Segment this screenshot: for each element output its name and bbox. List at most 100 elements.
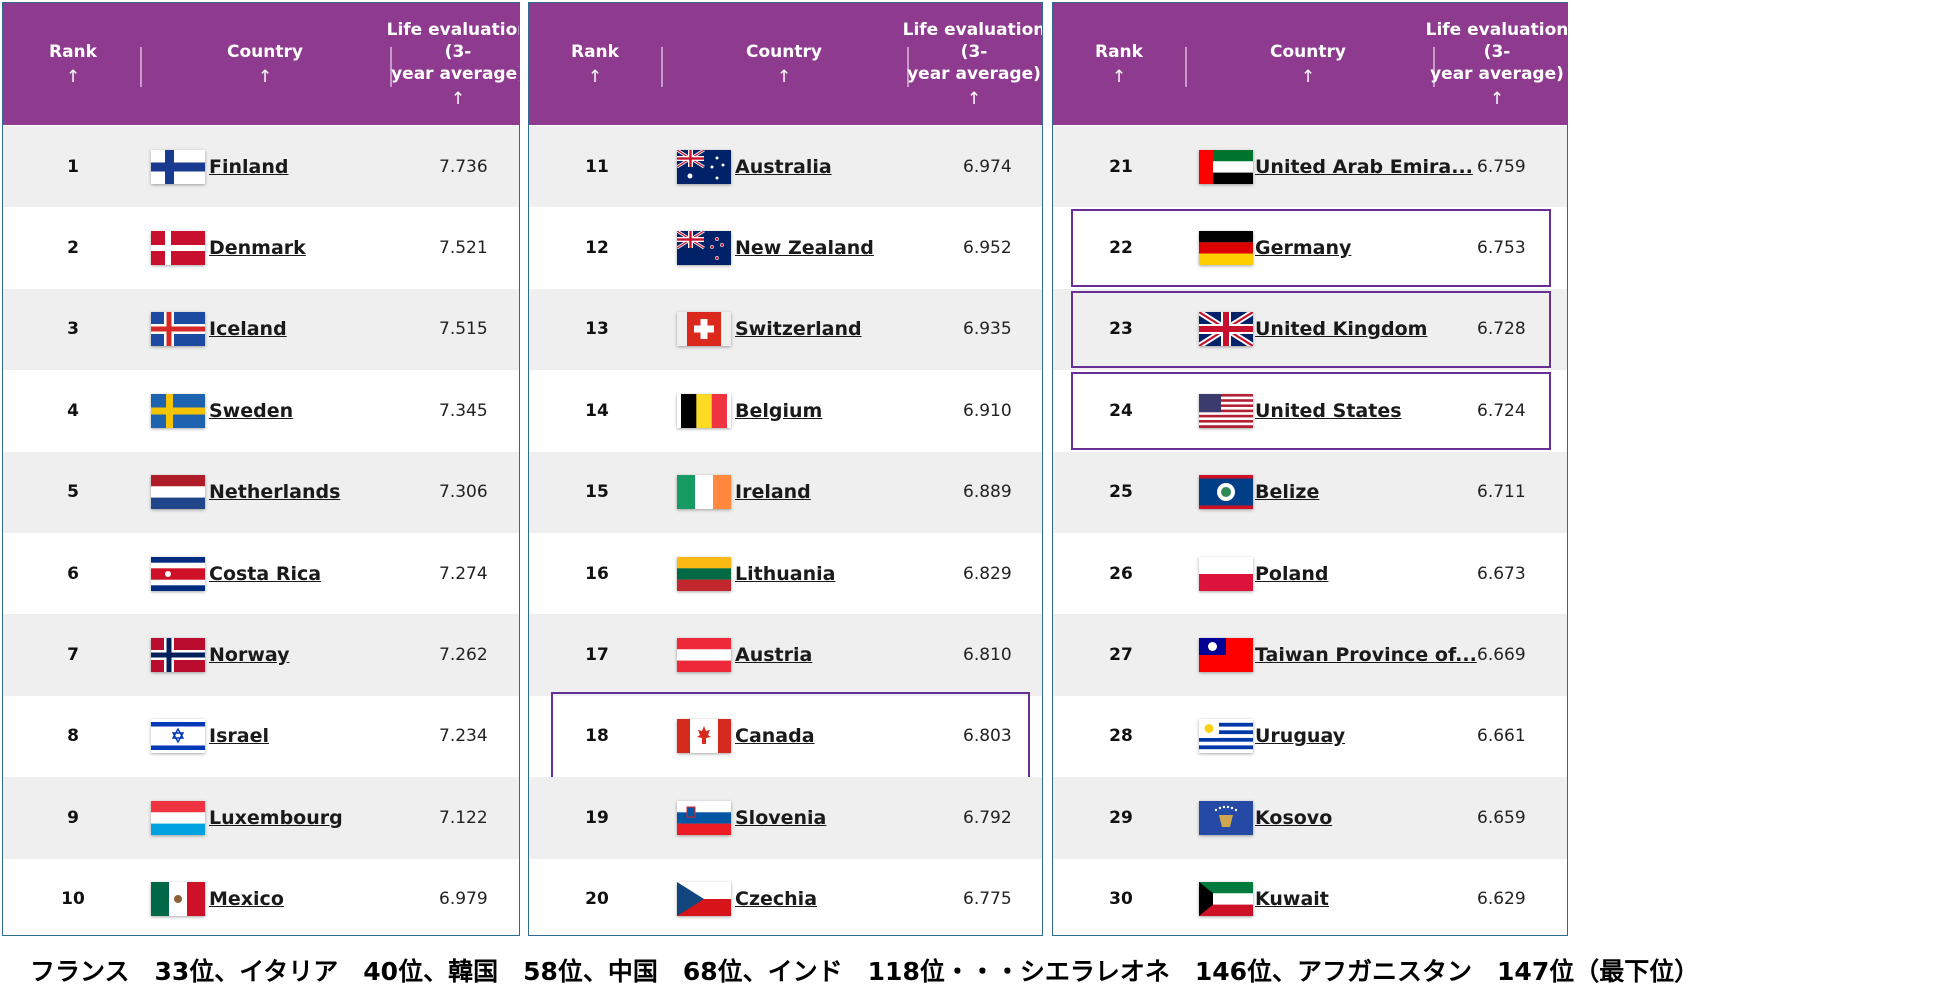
life-evaluation-score: 6.759 — [1477, 156, 1526, 177]
rank-column-header[interactable]: Rank ↑ — [23, 3, 123, 125]
table-row: 24 United States 6.724 — [1053, 370, 1567, 451]
country-link[interactable]: Switzerland — [735, 318, 862, 341]
life-evaluation-score: 6.711 — [1477, 482, 1526, 503]
life-evaluation-score: 7.521 — [439, 238, 488, 259]
rank-cell: 5 — [67, 482, 79, 503]
country-link[interactable]: Czechia — [735, 888, 818, 911]
rank-header-label: Rank — [1095, 42, 1143, 62]
country-link[interactable]: Germany — [1255, 237, 1352, 260]
life-header-line1: Life evaluation (3- — [386, 20, 520, 62]
sort-arrow-icon: ↑ — [450, 89, 466, 109]
life-evaluation-column-header[interactable]: Life evaluation (3- year average) ↑ — [1422, 3, 1567, 125]
table-row: 5 Netherlands 7.306 — [3, 451, 519, 533]
country-link[interactable]: United Kingdom — [1255, 318, 1428, 341]
life-evaluation-column-header[interactable]: Life evaluation (3- year average) ↑ — [383, 3, 520, 125]
rank-cell: 30 — [1109, 889, 1133, 910]
norway-flag-icon — [151, 638, 205, 673]
country-link[interactable]: Poland — [1255, 562, 1329, 585]
life-evaluation-score: 7.736 — [439, 156, 488, 177]
country-link[interactable]: Finland — [209, 155, 289, 178]
life-evaluation-score: 7.274 — [439, 563, 488, 584]
country-link[interactable]: Costa Rica — [209, 562, 322, 585]
table-row: 23 United Kingdom 6.728 — [1053, 288, 1567, 371]
country-link[interactable]: Kosovo — [1255, 806, 1333, 829]
poland-flag-icon — [1199, 556, 1253, 591]
country-link[interactable]: Denmark — [209, 237, 306, 260]
table-row: 27 Taiwan Province of... 6.669 — [1053, 614, 1567, 696]
czechia-flag-icon — [677, 882, 731, 917]
country-column-header[interactable]: Country ↑ — [1228, 3, 1388, 125]
sort-arrow-icon: ↑ — [1489, 89, 1505, 109]
country-column-header[interactable]: Country ↑ — [185, 3, 345, 125]
rank-column-header[interactable]: Rank ↑ — [545, 3, 645, 125]
kuwait-flag-icon — [1199, 882, 1253, 917]
table-row: 3 Iceland 7.515 — [3, 288, 519, 371]
life-evaluation-score: 6.952 — [963, 238, 1012, 259]
life-evaluation-column-header[interactable]: Life evaluation (3- year average) ↑ — [899, 3, 1043, 125]
country-link[interactable]: Sweden — [209, 399, 294, 422]
country-link[interactable]: United Arab Emira... — [1255, 155, 1473, 178]
rank-cell: 19 — [585, 807, 609, 828]
country-link[interactable]: Taiwan Province of... — [1255, 644, 1477, 667]
country-header-label: Country — [1270, 42, 1346, 62]
country-link[interactable]: Belgium — [735, 399, 823, 422]
rank-column-header[interactable]: Rank ↑ — [1069, 3, 1169, 125]
denmark-flag-icon — [151, 231, 205, 266]
country-link[interactable]: Austria — [735, 644, 813, 667]
united-kingdom-flag-icon — [1197, 309, 1255, 350]
country-link[interactable]: Canada — [735, 725, 815, 748]
uae-flag-icon — [1199, 149, 1253, 184]
life-header-line1: Life evaluation (3- — [902, 20, 1043, 62]
country-link[interactable]: Luxembourg — [209, 806, 343, 829]
country-link[interactable]: Norway — [209, 644, 290, 667]
finland-flag-icon — [151, 149, 205, 184]
belgium-flag-icon — [677, 393, 731, 428]
country-link[interactable]: Iceland — [209, 318, 287, 341]
country-link[interactable]: Uruguay — [1255, 725, 1346, 748]
header-divider — [1185, 47, 1187, 87]
kosovo-flag-icon — [1199, 800, 1253, 835]
life-evaluation-score: 7.306 — [439, 482, 488, 503]
country-link[interactable]: Australia — [735, 155, 832, 178]
country-link[interactable]: New Zealand — [735, 237, 874, 260]
country-link[interactable]: Kuwait — [1255, 888, 1329, 911]
rank-cell: 14 — [585, 400, 609, 421]
rank-cell: 12 — [585, 238, 609, 259]
life-evaluation-score: 6.810 — [963, 645, 1012, 666]
country-link[interactable]: Slovenia — [735, 806, 827, 829]
life-evaluation-score: 6.889 — [963, 482, 1012, 503]
rank-cell: 26 — [1109, 563, 1133, 584]
country-link[interactable]: Netherlands — [209, 481, 341, 504]
life-evaluation-score: 6.803 — [963, 726, 1012, 747]
table-row: 16 Lithuania 6.829 — [529, 533, 1042, 614]
rank-cell: 18 — [585, 726, 609, 747]
country-link[interactable]: Mexico — [209, 888, 284, 911]
rank-cell: 15 — [585, 482, 609, 503]
highlight-box — [551, 691, 1030, 784]
table-row: 19 Slovenia 6.792 — [529, 777, 1042, 859]
rank-cell: 11 — [585, 156, 609, 177]
life-evaluation-score: 7.122 — [439, 807, 488, 828]
table-row: 17 Austria 6.810 — [529, 614, 1042, 696]
country-link[interactable]: Lithuania — [735, 562, 836, 585]
table-row: 8 Israel 7.234 — [3, 696, 519, 777]
rank-cell: 7 — [67, 645, 79, 666]
country-link[interactable]: Belize — [1255, 481, 1320, 504]
table-row: 22 Germany 6.753 — [1053, 207, 1567, 288]
sort-arrow-icon: ↑ — [1111, 67, 1127, 87]
table-row: 15 Ireland 6.889 — [529, 451, 1042, 533]
rank-cell: 28 — [1109, 726, 1133, 747]
country-column-header[interactable]: Country ↑ — [704, 3, 864, 125]
life-evaluation-score: 6.724 — [1477, 400, 1526, 421]
country-link[interactable]: United States — [1255, 399, 1402, 422]
country-link[interactable]: Israel — [209, 725, 269, 748]
header-divider — [907, 47, 909, 87]
header-divider — [661, 47, 663, 87]
life-evaluation-score: 6.659 — [1477, 807, 1526, 828]
table-row: 2 Denmark 7.521 — [3, 207, 519, 288]
table-header: Rank ↑ Country ↑ Life evaluation (3- year ave… — [529, 3, 1042, 125]
country-link[interactable]: Ireland — [735, 481, 811, 504]
rank-cell: 23 — [1109, 319, 1133, 340]
rank-cell: 9 — [67, 807, 79, 828]
rank-cell: 27 — [1109, 645, 1133, 666]
